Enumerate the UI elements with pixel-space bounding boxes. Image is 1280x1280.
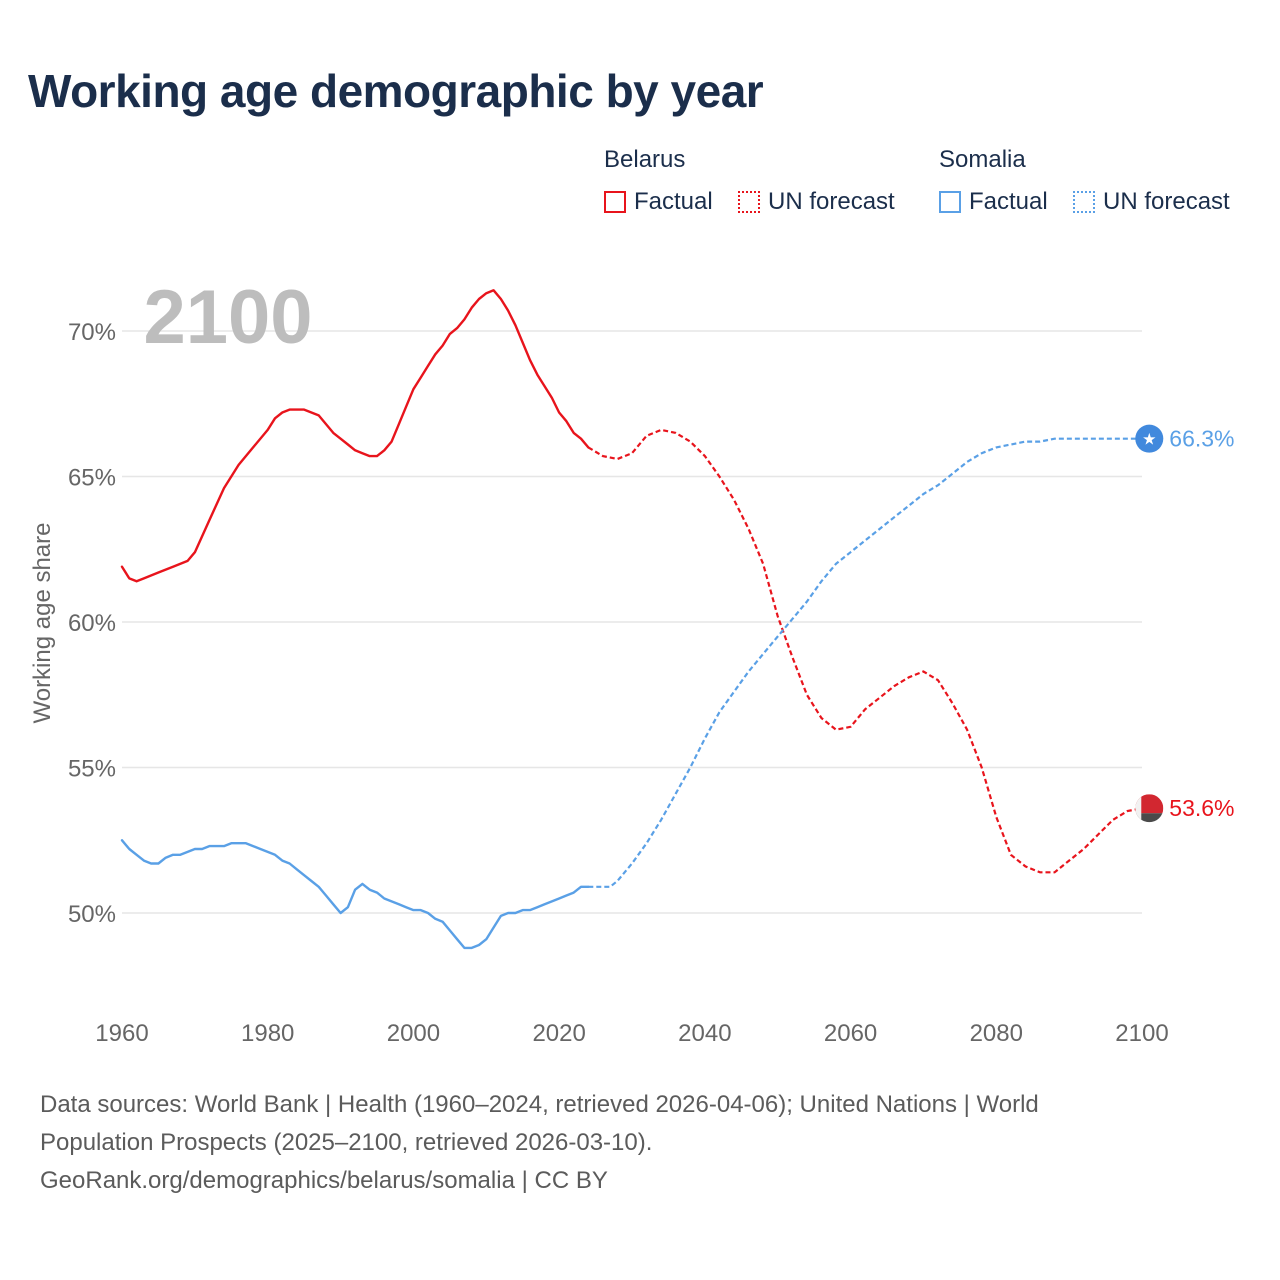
x-axis-ticks: 1960 1980 2000 2020 2040 2060 2080 2100 bbox=[95, 1020, 1168, 1047]
x-tick-label: 1980 bbox=[241, 1020, 294, 1047]
legend-swatch-solid bbox=[604, 191, 626, 213]
series bbox=[120, 289, 1150, 950]
x-tick-label: 1960 bbox=[95, 1020, 148, 1047]
footer-line: Data sources: World Bank | Health (1960–… bbox=[40, 1091, 1039, 1118]
flag-ornament bbox=[1135, 794, 1142, 823]
legend-swatch-dotted bbox=[738, 191, 760, 213]
belarus-forecast-line bbox=[587, 428, 1150, 874]
legend-label: UN forecast bbox=[768, 188, 895, 215]
somalia-factual-line bbox=[120, 839, 590, 950]
y-tick-label: 65% bbox=[68, 465, 116, 492]
x-tick-label: 2080 bbox=[970, 1020, 1023, 1047]
star-icon: ★ bbox=[1142, 430, 1156, 449]
legend-label: Factual bbox=[634, 188, 713, 215]
flag-dark-band bbox=[1135, 813, 1164, 823]
end-markers: 53.6% ★ 66.3% bbox=[1135, 424, 1235, 823]
footer-line: Population Prospects (2025–2100, retriev… bbox=[40, 1129, 653, 1156]
belarus-end-marker bbox=[1135, 794, 1164, 823]
flag-red-band bbox=[1135, 794, 1164, 814]
somalia-forecast-line bbox=[588, 437, 1150, 888]
x-tick-label: 2100 bbox=[1115, 1020, 1168, 1047]
y-axis-ticks: 50% 55% 60% 65% 70% bbox=[68, 319, 116, 928]
legend-item-belarus-forecast[interactable]: UN forecast bbox=[738, 188, 895, 216]
somalia-end-value-label: 66.3% bbox=[1169, 426, 1234, 452]
y-tick-label: 70% bbox=[68, 319, 116, 346]
belarus-end-value-label: 53.6% bbox=[1169, 795, 1234, 821]
legend-group-title: Somalia bbox=[939, 146, 1026, 173]
belarus-flag-icon bbox=[1135, 794, 1164, 823]
somalia-flag-icon bbox=[1135, 424, 1164, 453]
somalia-end-marker: ★ bbox=[1135, 424, 1164, 453]
y-tick-label: 60% bbox=[68, 610, 116, 637]
footer-line: GeoRank.org/demographics/belarus/somalia… bbox=[40, 1167, 608, 1194]
x-tick-label: 2000 bbox=[387, 1020, 440, 1047]
y-axis-label: Working age share bbox=[29, 523, 56, 724]
y-tick-label: 50% bbox=[68, 901, 116, 928]
year-watermark: 2100 bbox=[143, 275, 312, 360]
legend-group-title: Belarus bbox=[604, 146, 686, 173]
x-tick-label: 2060 bbox=[824, 1020, 877, 1047]
legend-label: Factual bbox=[969, 188, 1048, 215]
line-chart: 2100 50% 55% 60% 65% 70% 1960 1980 2000 2020 204… bbox=[29, 275, 1235, 1047]
legend-item-somalia-forecast[interactable]: UN forecast bbox=[1073, 188, 1230, 216]
y-tick-label: 55% bbox=[68, 756, 116, 783]
x-tick-label: 2020 bbox=[532, 1020, 585, 1047]
x-tick-label: 2040 bbox=[678, 1020, 731, 1047]
legend-item-somalia-factual[interactable]: Factual bbox=[939, 188, 1048, 216]
grid bbox=[122, 330, 1142, 914]
belarus-factual-line bbox=[120, 289, 590, 583]
legend-item-belarus-factual[interactable]: Factual bbox=[604, 188, 713, 216]
page-title: Working age demographic by year bbox=[28, 65, 764, 117]
legend-swatch-dotted bbox=[1073, 191, 1095, 213]
legend-label: UN forecast bbox=[1103, 188, 1230, 215]
footer-sources: Data sources: World Bank | Health (1960–… bbox=[40, 1086, 1240, 1200]
legend-swatch-solid bbox=[939, 191, 961, 213]
